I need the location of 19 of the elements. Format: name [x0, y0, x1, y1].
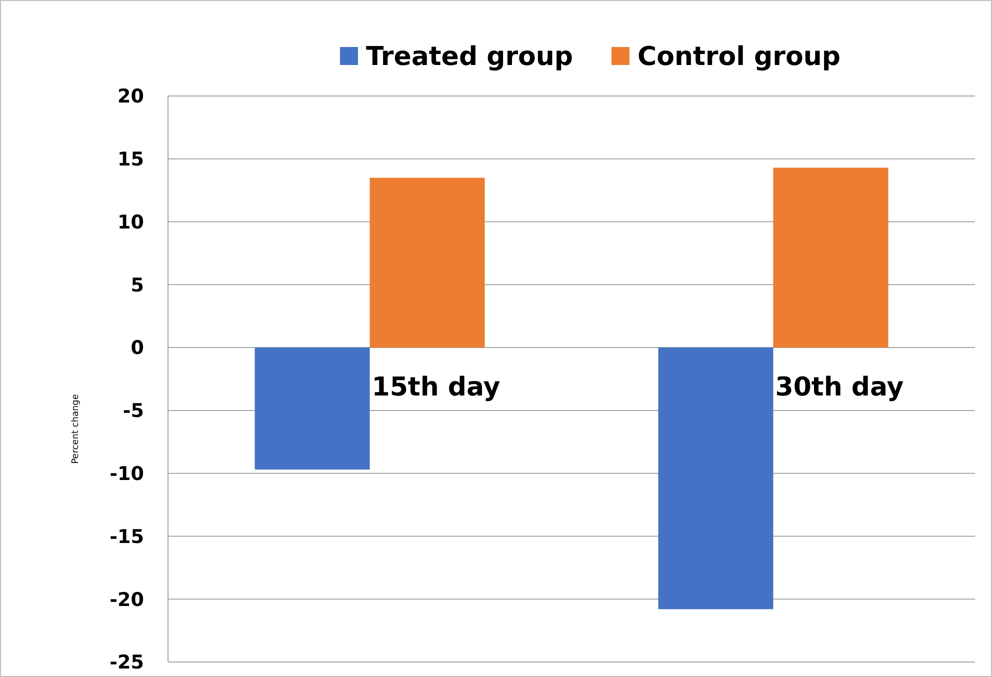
- x-tick-label: 15th day: [372, 372, 500, 403]
- y-tick-label: -5: [122, 400, 144, 422]
- y-tick-label: 20: [118, 86, 144, 108]
- y-tick-label: -10: [110, 462, 144, 485]
- y-tick-label: 5: [130, 274, 144, 296]
- bar: [254, 348, 370, 470]
- y-tick-label: 0: [130, 337, 144, 360]
- y-axis-title: Percent change: [71, 394, 81, 464]
- bar: [658, 348, 774, 610]
- bar: [773, 168, 888, 348]
- y-tick-label: -20: [110, 588, 144, 611]
- legend-label: Control group: [638, 42, 840, 72]
- y-tick-label: 15: [118, 148, 144, 171]
- legend-label: Treated group: [366, 42, 574, 72]
- y-tick-label: -15: [110, 526, 144, 548]
- x-tick-label: 30th day: [775, 372, 904, 403]
- y-tick-label: 10: [118, 211, 144, 234]
- bar: [370, 178, 485, 348]
- y-tick-label: -25: [110, 652, 144, 674]
